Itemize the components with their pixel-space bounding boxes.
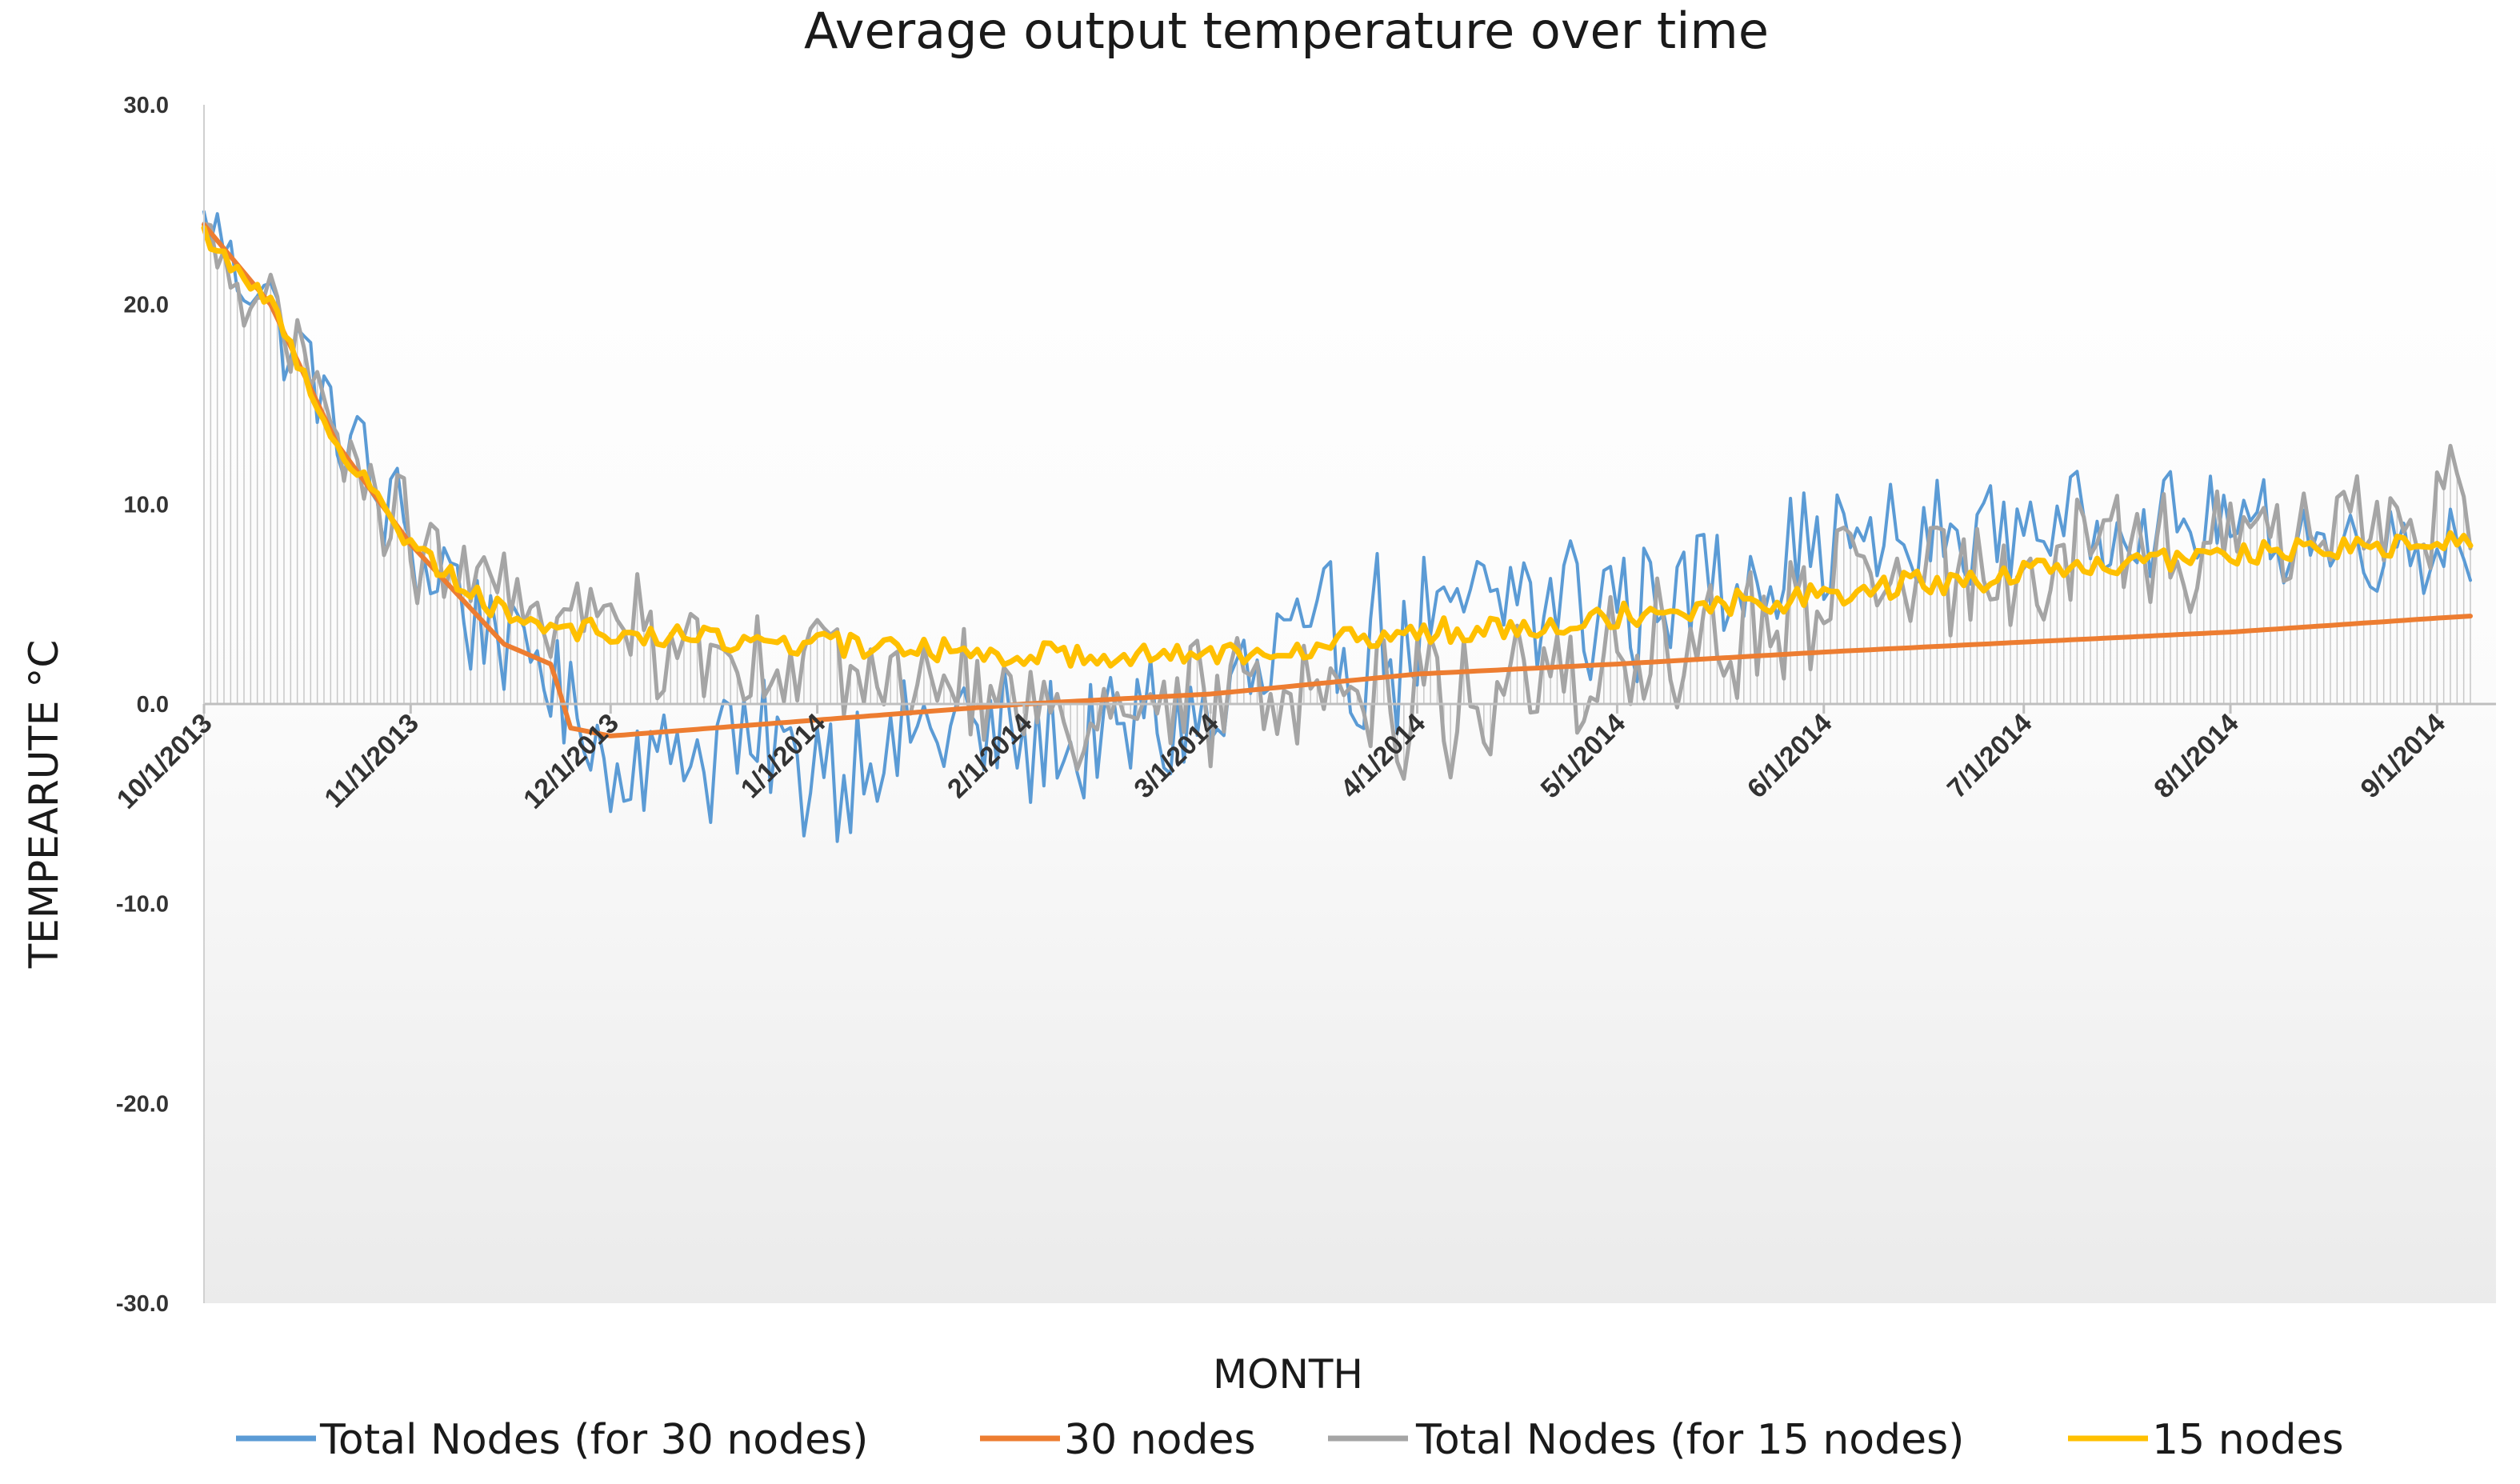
series-line-3: [202, 221, 2473, 781]
y-ticks: 30.0 20.0 10.0 0.0 -10.0 -20.0 -30.0: [116, 93, 169, 1317]
legend-label-30: 30 nodes: [1064, 1416, 1256, 1464]
x-tick-marks: [202, 704, 2438, 714]
series-layer: [201, 210, 2474, 843]
chart-title: Average output temperature over time: [804, 2, 1769, 60]
y-tick-label: 30.0: [124, 93, 169, 118]
legend: Total Nodes (for 30 nodes) 30 nodes Tota…: [236, 1416, 2344, 1464]
y-tick-label: 0.0: [137, 692, 169, 718]
y-tick-label: -10.0: [116, 892, 169, 918]
series-line-1: [202, 210, 2472, 843]
legend-label-total-15: Total Nodes (for 15 nodes): [1415, 1416, 1964, 1464]
x-axis-title: MONTH: [1213, 1351, 1363, 1398]
legend-label-15: 15 nodes: [2152, 1416, 2344, 1464]
series-line-4: [201, 225, 2474, 669]
y-tick-label: 20.0: [124, 293, 169, 318]
legend-label-total-30: Total Nodes (for 30 nodes): [319, 1416, 868, 1464]
y-tick-label: 10.0: [124, 492, 169, 518]
y-tick-label: -20.0: [116, 1091, 169, 1117]
y-tick-label: -30.0: [116, 1291, 169, 1317]
y-axis-title: TEMPEARUTE °C: [21, 640, 67, 970]
x-tick-label: 10/1/2013: [111, 708, 218, 815]
series-line-2: [202, 222, 2473, 738]
